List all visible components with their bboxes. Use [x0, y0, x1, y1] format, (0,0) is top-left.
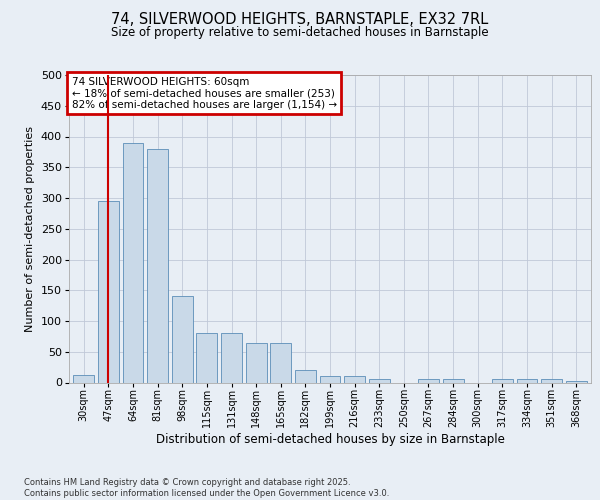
Bar: [196, 334, 217, 382]
Bar: [245, 342, 266, 382]
Bar: [98, 201, 119, 382]
Bar: [517, 380, 538, 382]
Bar: [221, 334, 242, 382]
Bar: [147, 149, 168, 382]
Bar: [369, 380, 390, 382]
X-axis label: Distribution of semi-detached houses by size in Barnstaple: Distribution of semi-detached houses by …: [155, 433, 505, 446]
Bar: [73, 375, 94, 382]
Bar: [320, 376, 340, 382]
Bar: [172, 296, 193, 382]
Text: Contains HM Land Registry data © Crown copyright and database right 2025.
Contai: Contains HM Land Registry data © Crown c…: [24, 478, 389, 498]
Text: 74, SILVERWOOD HEIGHTS, BARNSTAPLE, EX32 7RL: 74, SILVERWOOD HEIGHTS, BARNSTAPLE, EX32…: [112, 12, 488, 28]
Bar: [270, 342, 291, 382]
Bar: [344, 376, 365, 382]
Bar: [492, 380, 513, 382]
Text: Size of property relative to semi-detached houses in Barnstaple: Size of property relative to semi-detach…: [111, 26, 489, 39]
Bar: [122, 142, 143, 382]
Bar: [541, 380, 562, 382]
Bar: [566, 380, 587, 382]
Bar: [295, 370, 316, 382]
Bar: [443, 380, 464, 382]
Bar: [418, 380, 439, 382]
Text: 74 SILVERWOOD HEIGHTS: 60sqm
← 18% of semi-detached houses are smaller (253)
82%: 74 SILVERWOOD HEIGHTS: 60sqm ← 18% of se…: [71, 76, 337, 110]
Y-axis label: Number of semi-detached properties: Number of semi-detached properties: [25, 126, 35, 332]
